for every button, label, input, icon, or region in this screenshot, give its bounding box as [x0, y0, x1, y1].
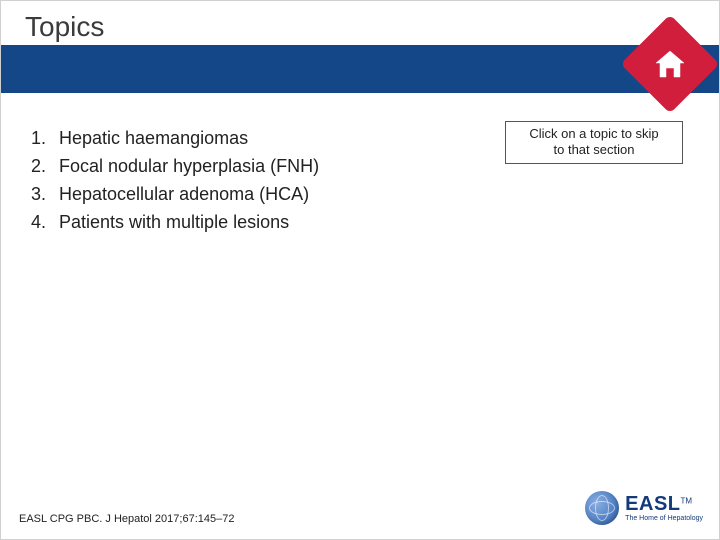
page-title: Topics — [25, 11, 104, 43]
topic-item-1[interactable]: 1. Hepatic haemangiomas — [31, 125, 319, 153]
topic-label: Patients with multiple lesions — [59, 209, 289, 237]
topic-number: 1. — [31, 125, 59, 153]
topic-label: Focal nodular hyperplasia (FNH) — [59, 153, 319, 181]
logo-main: EASL — [625, 493, 680, 515]
topic-number: 4. — [31, 209, 59, 237]
topic-number: 3. — [31, 181, 59, 209]
citation: EASL CPG PBC. J Hepatol 2017;67:145–72 — [19, 513, 234, 525]
topic-item-2[interactable]: 2. Focal nodular hyperplasia (FNH) — [31, 153, 319, 181]
home-icon — [650, 44, 690, 84]
hint-line-2: to that section — [512, 142, 676, 158]
globe-icon — [585, 491, 619, 525]
hint-line-1: Click on a topic to skip — [512, 126, 676, 142]
title-band — [1, 45, 719, 93]
home-button[interactable] — [621, 15, 720, 114]
slide: Topics 1. Hepatic haemangiomas 2. Focal … — [0, 0, 720, 540]
logo-tagline: The Home of Hepatology — [625, 515, 703, 522]
topic-label: Hepatocellular adenoma (HCA) — [59, 181, 309, 209]
logo-tm: TM — [681, 497, 693, 506]
hint-box: Click on a topic to skip to that section — [505, 121, 683, 164]
topic-item-3[interactable]: 3. Hepatocellular adenoma (HCA) — [31, 181, 319, 209]
easl-logo: EASLTM The Home of Hepatology — [583, 487, 703, 529]
topic-list: 1. Hepatic haemangiomas 2. Focal nodular… — [31, 125, 319, 237]
topic-number: 2. — [31, 153, 59, 181]
topic-item-4[interactable]: 4. Patients with multiple lesions — [31, 209, 319, 237]
logo-text: EASLTM The Home of Hepatology — [625, 494, 703, 522]
topic-label: Hepatic haemangiomas — [59, 125, 248, 153]
